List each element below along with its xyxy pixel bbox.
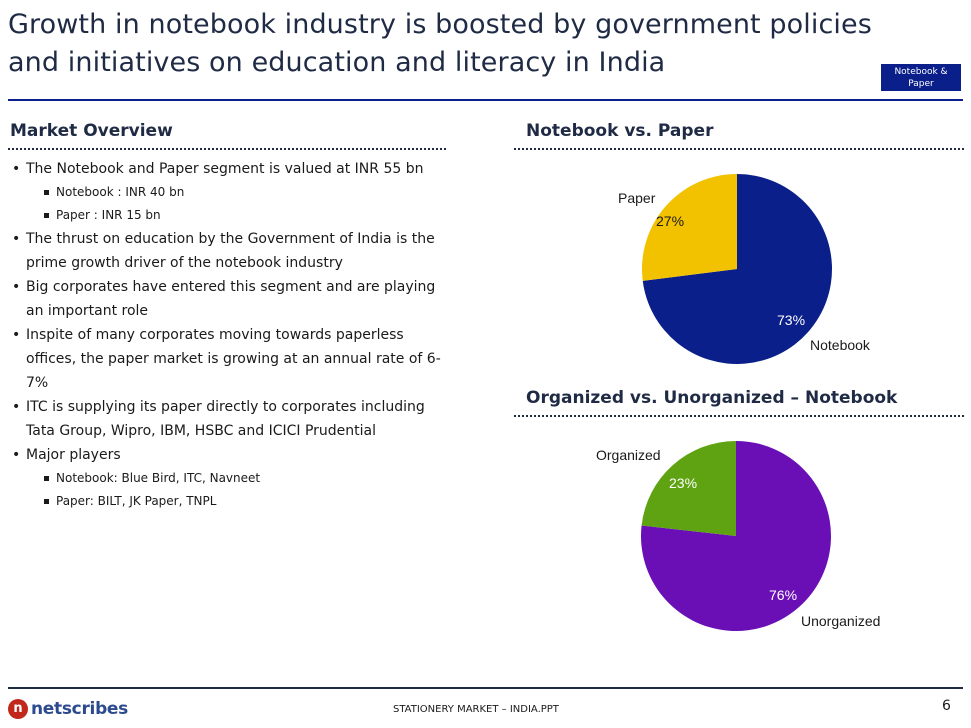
slide-title-line-1: Growth in notebook industry is boosted b… bbox=[8, 9, 872, 40]
bullet-government-thrust: The thrust on education by the Governmen… bbox=[8, 227, 448, 275]
chart2-label-organized: Organized bbox=[596, 447, 661, 463]
chart1-label-paper: Paper bbox=[618, 190, 656, 206]
slide-title: Growth in notebook industry is boosted b… bbox=[8, 6, 908, 82]
title-divider bbox=[8, 99, 963, 101]
market-overview-heading: Market Overview bbox=[10, 121, 173, 141]
chart2-label-unorganized: Unorganized bbox=[801, 613, 880, 629]
section-tag: Notebook & Paper bbox=[881, 64, 961, 91]
page-number: 6 bbox=[942, 698, 951, 714]
chart1-label-notebook: Notebook bbox=[810, 337, 871, 353]
market-overview-divider bbox=[8, 148, 446, 150]
sub-bullet-paper-value: Paper : INR 15 bn bbox=[8, 204, 448, 227]
sub-bullet-notebook-value: Notebook : INR 40 bn bbox=[8, 181, 448, 204]
logo-mark-icon: n bbox=[8, 699, 28, 719]
chart2-divider bbox=[514, 415, 964, 417]
chart1-slice-paper bbox=[642, 174, 737, 281]
slide-title-line-2: and initiatives on education and literac… bbox=[8, 47, 666, 78]
footer-document-name: STATIONERY MARKET – INDIA.PPT bbox=[393, 704, 559, 715]
chart1-heading: Notebook vs. Paper bbox=[526, 121, 714, 141]
bullet-itc-supply: ITC is supplying its paper directly to c… bbox=[8, 395, 448, 443]
chart1-value-paper: 27% bbox=[656, 213, 684, 229]
sub-bullet-paper-players: Paper: BILT, JK Paper, TNPL bbox=[8, 490, 448, 513]
chart2-value-unorganized: 76% bbox=[769, 587, 797, 603]
chart1-slice-notebook bbox=[642, 174, 832, 364]
chart2-value-organized: 23% bbox=[669, 475, 697, 491]
bullet-paperless-offices: Inspite of many corporates moving toward… bbox=[8, 323, 448, 395]
chart1-value-notebook: 73% bbox=[777, 312, 805, 328]
chart1-divider bbox=[514, 148, 964, 150]
section-tag-line-2: Paper bbox=[908, 79, 934, 89]
chart1-pie: Paper 27% 73% Notebook bbox=[618, 174, 871, 364]
sub-bullet-notebook-players: Notebook: Blue Bird, ITC, Navneet bbox=[8, 467, 448, 490]
footer-divider bbox=[8, 687, 963, 689]
market-overview-bullets: The Notebook and Paper segment is valued… bbox=[8, 157, 448, 513]
bullet-big-corporates: Big corporates have entered this segment… bbox=[8, 275, 448, 323]
chart2-heading: Organized vs. Unorganized – Notebook bbox=[526, 388, 898, 408]
bullet-market-value: The Notebook and Paper segment is valued… bbox=[8, 157, 448, 181]
netscribes-logo: n netscribes bbox=[8, 699, 128, 719]
chart2-pie: Organized 23% 76% Unorganized bbox=[596, 441, 880, 631]
logo-text: netscribes bbox=[31, 699, 128, 719]
bullet-major-players: Major players bbox=[8, 443, 448, 467]
chart2-slice-organized bbox=[641, 441, 736, 536]
section-tag-line-1: Notebook & bbox=[894, 67, 948, 77]
